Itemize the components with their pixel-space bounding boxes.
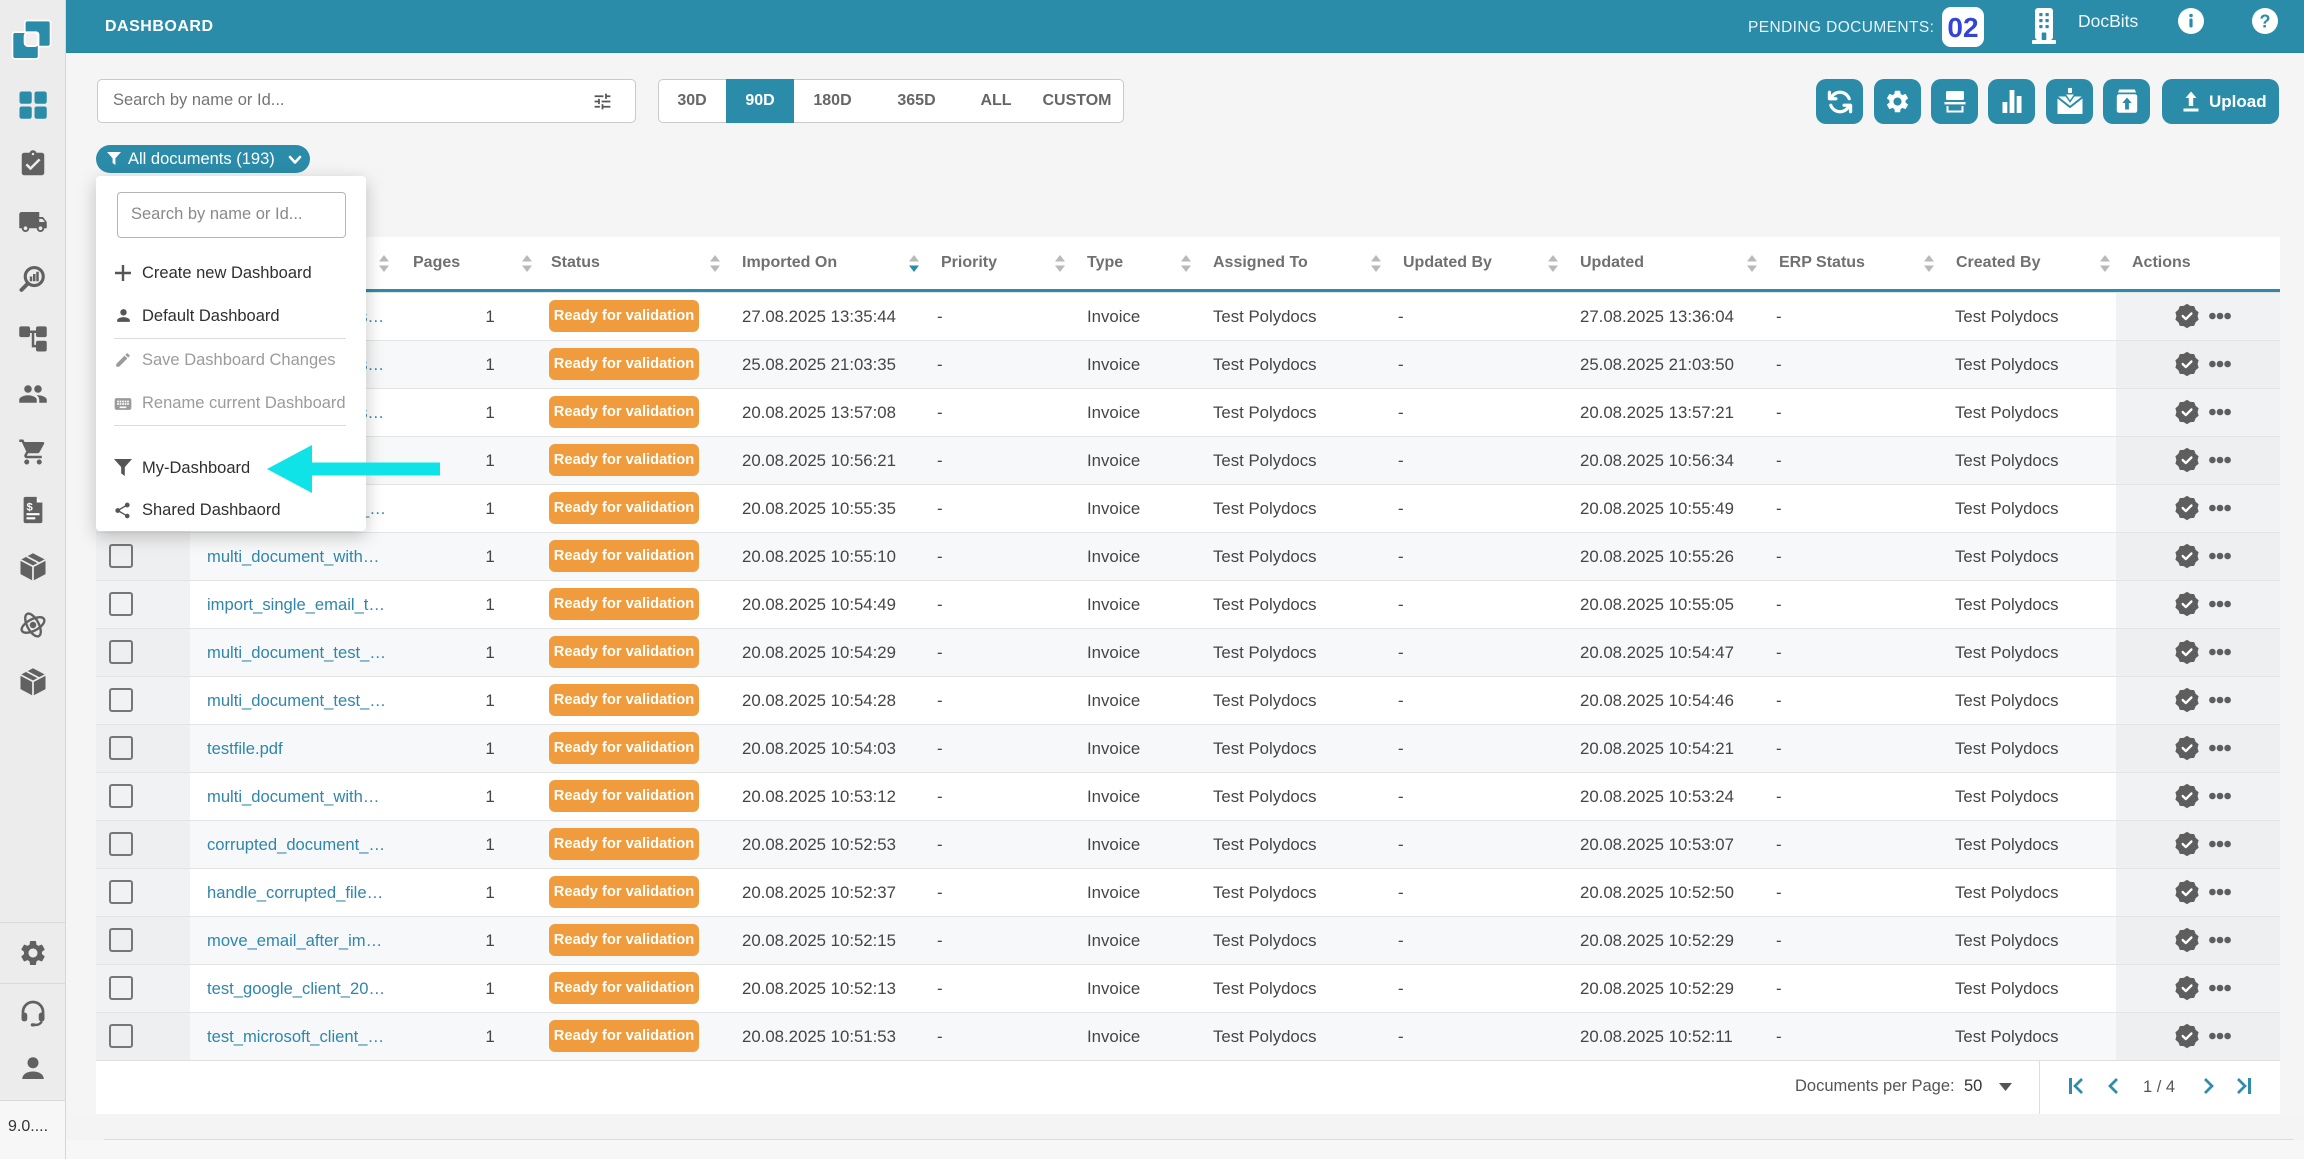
svg-text:$: $ — [26, 502, 33, 514]
svg-text:?: ? — [2260, 12, 2271, 32]
